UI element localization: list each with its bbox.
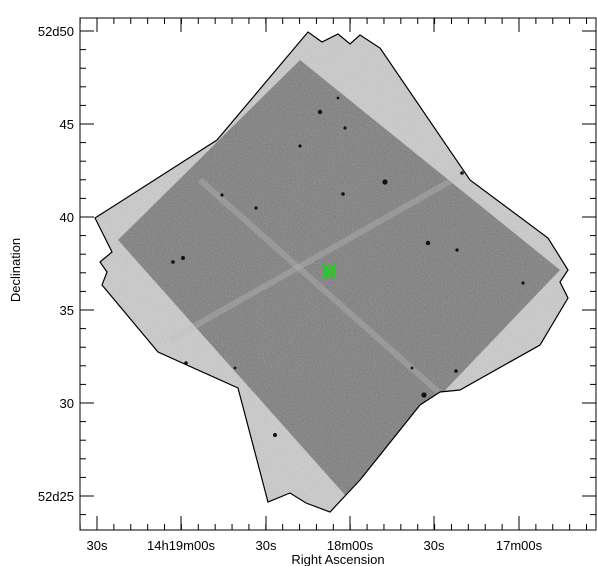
plot-frame [79, 17, 597, 531]
x-tick-label: 17m00s [496, 538, 543, 553]
y-tick-label: 35 [60, 303, 74, 318]
x-tick-label: 18m00s [327, 538, 374, 553]
y-tick-label: 40 [60, 210, 74, 225]
y-tick-label: 45 [60, 117, 74, 132]
x-tick-label: 30s [87, 538, 108, 553]
y-tick-label: 52d50 [38, 24, 74, 39]
x-tick-label: 30s [256, 538, 277, 553]
survey-footprint-outline [94, 31, 569, 513]
y-axis-title: Declination [8, 238, 23, 302]
x-axis-title: Right Ascension [291, 552, 384, 566]
y-tick-label: 52d25 [38, 489, 74, 504]
x-tick-label: 14h19m00s [147, 538, 215, 553]
y-tick-label: 30 [60, 396, 74, 411]
x-tick-label: 30s [424, 538, 445, 553]
green-cross-marker [321, 263, 337, 279]
axis-minor-ticks [79, 18, 596, 530]
